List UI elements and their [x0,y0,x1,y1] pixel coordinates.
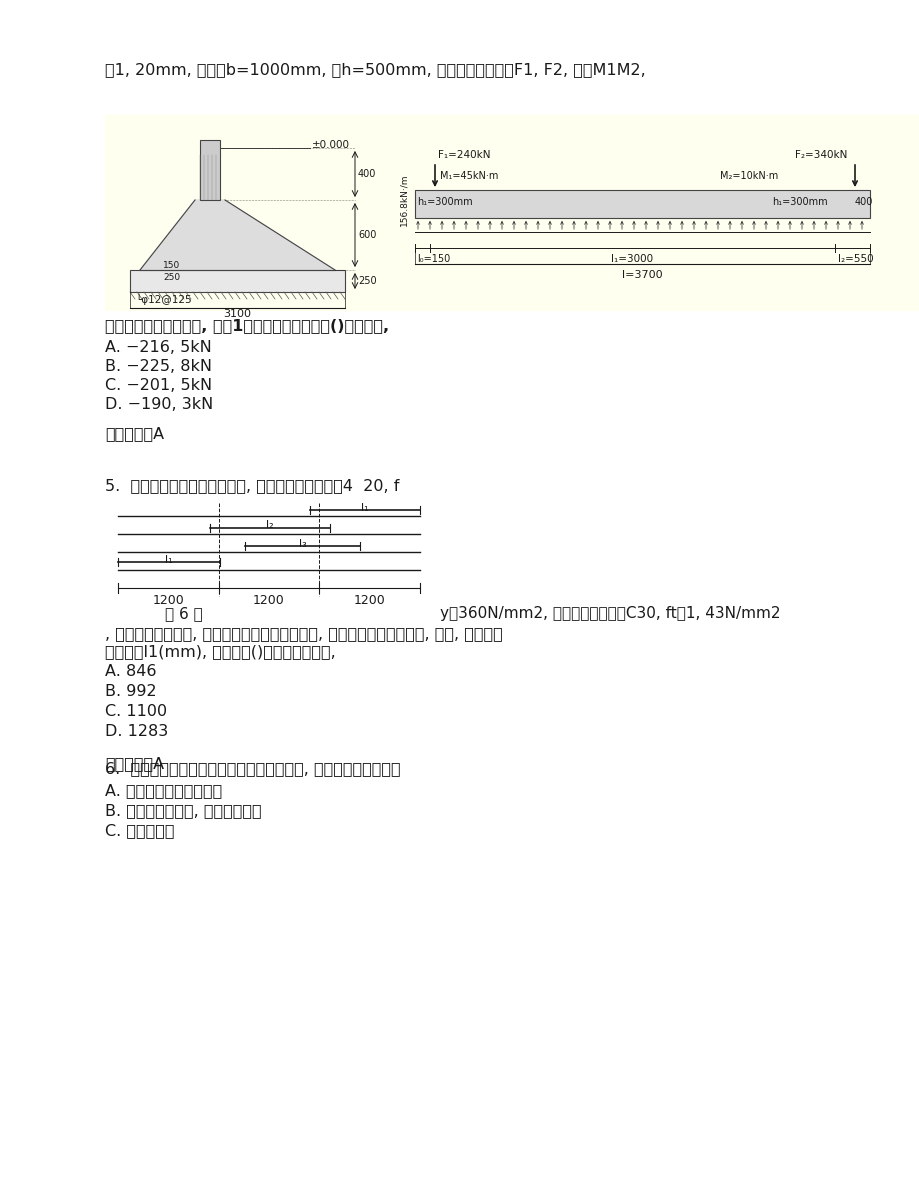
Text: l₁: l₁ [361,503,369,513]
Text: 156.8kN·/m: 156.8kN·/m [399,174,408,226]
Text: l₃: l₃ [299,540,306,549]
Bar [130,270,345,292]
Text: 正确答案：A: 正确答案：A [105,756,164,771]
Text: l₁: l₁ [165,555,173,565]
Text: h₁=300mm: h₁=300mm [416,197,472,207]
Text: A. 846: A. 846 [105,665,156,679]
Text: 正确答案：A: 正确答案：A [105,426,164,441]
Text: D. 1283: D. 1283 [105,724,168,738]
Text: , 在施工现场检查时, 发现某处采用绑扎搭接接头, 其接头方式如题图所示, 试问, 钢筋最小: , 在施工现场检查时, 发现某处采用绑扎搭接接头, 其接头方式如题图所示, 试问… [105,626,502,641]
Text: l₀=150: l₀=150 [416,254,449,264]
Text: 250: 250 [357,276,376,286]
Text: 400: 400 [854,197,872,207]
Text: 150: 150 [163,261,180,269]
Text: 400: 400 [357,169,376,179]
Text: l₂: l₂ [266,520,274,530]
Text: B. −225, 8kN: B. −225, 8kN [105,358,211,374]
Text: l=3700: l=3700 [621,270,662,280]
Bar [199,141,220,200]
Text: F₂=340kN: F₂=340kN [794,150,846,160]
Text: C. −201, 5kN: C. −201, 5kN [105,378,212,393]
Text: 6.  单选题：为提高轴心受压杆的整体稳定性, 构件截面面积分布应: 6. 单选题：为提高轴心受压杆的整体稳定性, 构件截面面积分布应 [105,761,400,777]
Text: 1200: 1200 [253,594,285,607]
Text: M₁=45kN·m: M₁=45kN·m [439,172,498,181]
Text: 600: 600 [357,230,376,241]
Text: 基础长度如题图所示时, 求柱1轴线右侧剪力与下列()项值接近,: 基础长度如题图所示时, 求柱1轴线右侧剪力与下列()项值接近, [105,318,389,333]
Text: D. −190, 3kN: D. −190, 3kN [105,397,213,412]
Text: └φ12@125: └φ12@125 [135,294,191,305]
Text: A. −216, 5kN: A. −216, 5kN [105,339,211,355]
Text: B. 992: B. 992 [105,684,156,699]
Text: 5.  单选题：某钢筋混凝土次梁, 下部纵向钢筋配置为4  20, f: 5. 单选题：某钢筋混凝土次梁, 下部纵向钢筋配置为4 20, f [105,478,399,493]
Text: C. 任意分布；: C. 任意分布； [105,823,175,838]
Text: y＝360N/mm2, 混凝土强度等级为C30, ft＝1, 43N/mm2: y＝360N/mm2, 混凝土强度等级为C30, ft＝1, 43N/mm2 [439,606,779,621]
Text: B. 近可能远离形心, 并对称布置；: B. 近可能远离形心, 并对称布置； [105,803,261,818]
Text: l₂=550: l₂=550 [837,254,873,264]
Text: 3100: 3100 [223,308,251,319]
Text: M₂=10kN·m: M₂=10kN·m [720,172,777,181]
Text: ±0.000: ±0.000 [312,141,349,150]
Text: 题 6 图: 题 6 图 [165,606,202,621]
Bar [414,191,869,218]
Text: 1200: 1200 [153,594,184,607]
Text: h₁=300mm: h₁=300mm [771,197,827,207]
Text: 250: 250 [163,273,180,281]
Text: l₁=3000: l₁=3000 [611,254,652,264]
Text: F₁=240kN: F₁=240kN [437,150,490,160]
Text: 搭接长度l1(mm), 应与下列()项数值最为接近,: 搭接长度l1(mm), 应与下列()项数值最为接近, [105,644,335,659]
Text: 1200: 1200 [354,594,385,607]
Text: C. 1100: C. 1100 [105,704,167,719]
Text: 为1, 20mm, 基础宽b=1000mm, 高h=500mm, 柱上作用有竖向力F1, F2, 弯矩M1M2,: 为1, 20mm, 基础宽b=1000mm, 高h=500mm, 柱上作用有竖向… [105,62,645,77]
Polygon shape [140,200,335,270]
Text: A. 尽可能靠近截面的形心: A. 尽可能靠近截面的形心 [105,782,222,798]
Bar [105,116,919,310]
